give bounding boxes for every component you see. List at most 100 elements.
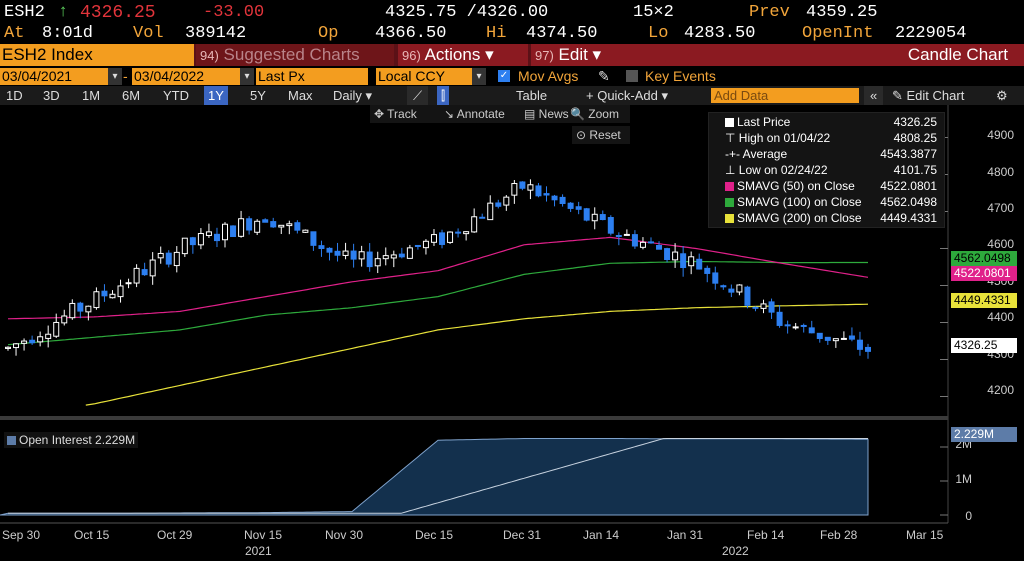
- add-data-input[interactable]: Add Data: [711, 88, 859, 103]
- candle-body: [278, 224, 285, 228]
- period-5y[interactable]: 5Y: [250, 88, 266, 103]
- legend-high: ⊤ High on 01/04/22 4808.25: [725, 131, 937, 145]
- period-1m[interactable]: 1M: [82, 88, 101, 103]
- candle-body: [495, 202, 502, 207]
- candle-body: [752, 306, 759, 309]
- oi-y-tick: 1M: [955, 472, 972, 486]
- candle-body: [848, 335, 855, 340]
- gear-icon[interactable]: ⚙: [996, 88, 1008, 103]
- candle-body: [865, 346, 871, 352]
- legend-sma50: SMAVG (50) on Close 4522.0801: [725, 179, 937, 194]
- edit-menu[interactable]: 97) Edit ▾: [531, 44, 621, 66]
- low-label: Lo: [648, 24, 669, 43]
- candle-body: [165, 252, 172, 265]
- period-ytd[interactable]: YTD: [163, 88, 189, 103]
- start-date-field[interactable]: 03/04/2021: [0, 68, 108, 85]
- x-tick: Nov 15: [244, 528, 283, 542]
- calendar-dropdown-icon[interactable]: ▾: [240, 68, 254, 85]
- pencil-icon[interactable]: ✎: [598, 68, 610, 84]
- candle-body: [824, 336, 831, 341]
- candle-body: [398, 253, 405, 258]
- sma200-tag: 4449.4331: [951, 293, 1017, 308]
- candle-body: [768, 301, 775, 313]
- reset-button[interactable]: ⊙ Reset: [572, 126, 630, 144]
- legend-swatch: [725, 214, 734, 223]
- candle-body: [784, 324, 791, 327]
- candle-chart[interactable]: [0, 105, 1024, 561]
- x-tick: Nov 30: [325, 528, 364, 542]
- candle-body: [631, 234, 638, 247]
- chart-type-title: Candle Chart: [610, 44, 1024, 66]
- candle-body: [109, 293, 116, 299]
- candle-body: [623, 233, 630, 236]
- edit-chart-button[interactable]: ✎ Edit Chart: [892, 88, 965, 103]
- candle-body: [792, 326, 799, 329]
- candle-body: [37, 336, 44, 343]
- candle-body: [672, 251, 679, 261]
- candle-body: [173, 251, 180, 267]
- period-1d[interactable]: 1D: [6, 88, 23, 103]
- period-6m[interactable]: 6M: [122, 88, 141, 103]
- candle-body: [246, 218, 253, 231]
- candle-body: [69, 302, 76, 319]
- candle-body: [254, 220, 261, 233]
- candle-body: [527, 184, 534, 191]
- bid-ask-size: 15×2: [633, 3, 674, 22]
- news-button[interactable]: ▤ News: [524, 107, 569, 121]
- oi-y-tick: 0: [965, 509, 972, 523]
- zoom-button[interactable]: 🔍 Zoom: [570, 107, 619, 121]
- candle-body: [664, 248, 671, 261]
- candle-body: [342, 250, 349, 256]
- track-button[interactable]: ✥ Track: [374, 107, 417, 121]
- currency-select[interactable]: Local CCY: [376, 68, 472, 85]
- period-3d[interactable]: 3D: [43, 88, 60, 103]
- security-field[interactable]: ESH2 Index: [0, 44, 194, 66]
- candle-body: [85, 305, 92, 313]
- legend-swatch: [725, 182, 734, 191]
- candle-body: [487, 202, 494, 221]
- mov-avgs-checkbox[interactable]: ✓: [498, 70, 510, 82]
- candle-body: [93, 291, 100, 309]
- currency-dropdown-icon[interactable]: ▾: [472, 68, 486, 85]
- candle-body: [712, 272, 719, 284]
- annotate-button[interactable]: ↘ Annotate: [444, 107, 505, 121]
- period-toolbar: 1D 3D 1M 6M YTD 1Y 5Y Max Daily ▾ ⟋ ⫿ Ta…: [0, 86, 1024, 105]
- y-tick: 4400: [987, 310, 1014, 324]
- candle-body: [13, 343, 20, 349]
- candle-body: [455, 231, 462, 234]
- price-field-select[interactable]: Last Px: [256, 68, 368, 85]
- oi-tag: 2.229M: [951, 427, 1017, 442]
- suggested-charts-menu[interactable]: 94) Suggested Charts: [196, 44, 394, 66]
- y-tick: 4900: [987, 128, 1014, 142]
- candle-body: [856, 339, 863, 350]
- quick-add-button[interactable]: + Quick-Add ▾: [586, 88, 669, 103]
- actions-menu[interactable]: 96) Actions ▾: [398, 44, 528, 66]
- mov-avgs-label: Mov Avgs: [518, 68, 579, 84]
- candle-body: [471, 216, 478, 233]
- candle-body: [840, 337, 847, 340]
- candle-body: [704, 267, 711, 274]
- table-button[interactable]: Table: [516, 88, 548, 103]
- candle-body: [189, 237, 196, 246]
- candle-body: [382, 255, 389, 260]
- key-events-checkbox[interactable]: [626, 70, 638, 82]
- calendar-dropdown-icon[interactable]: ▾: [108, 68, 122, 85]
- collapse-icon[interactable]: «: [864, 86, 884, 105]
- frequency-select[interactable]: Daily ▾: [333, 88, 373, 103]
- period-max[interactable]: Max: [288, 88, 313, 103]
- openint-label: OpenInt: [802, 24, 874, 43]
- chart-legend: Last Price 4326.25 ⊤ High on 01/04/22 48…: [708, 112, 945, 228]
- period-1y[interactable]: 1Y: [204, 86, 228, 105]
- candle-body: [77, 302, 84, 312]
- end-date-field[interactable]: 03/04/2022: [132, 68, 240, 85]
- candle-chart-icon[interactable]: ⫿: [437, 86, 450, 105]
- candle-body: [832, 338, 839, 342]
- legend-average: -+- Average 4543.3877: [725, 147, 937, 161]
- y-tick: 4200: [987, 383, 1014, 397]
- candle-body: [551, 195, 558, 201]
- candle-body: [728, 288, 735, 293]
- last-price: 4326.25: [80, 3, 156, 23]
- line-chart-icon[interactable]: ⟋: [407, 86, 429, 105]
- candle-body: [294, 222, 301, 231]
- candle-body: [5, 346, 11, 349]
